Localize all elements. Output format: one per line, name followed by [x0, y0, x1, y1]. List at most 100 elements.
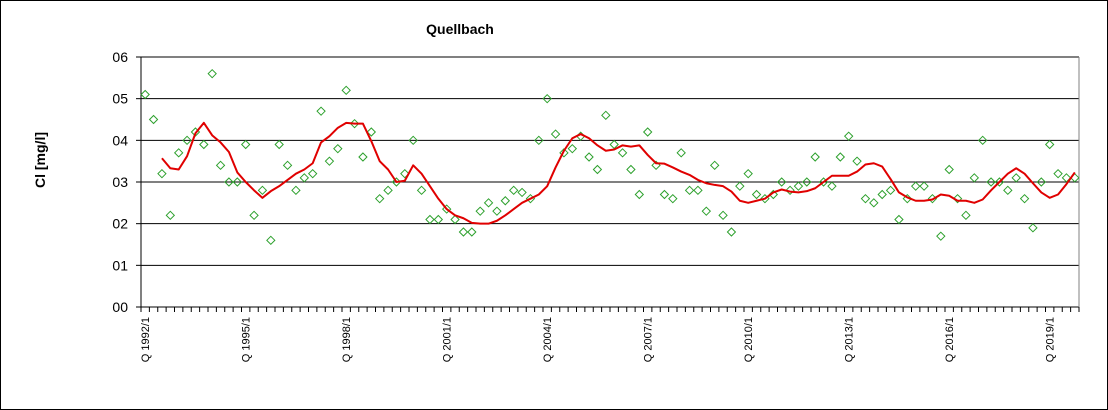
data-point	[693, 185, 703, 196]
data-point	[1019, 193, 1030, 204]
data-point	[416, 185, 427, 196]
x-tick-label: Q 2001/1	[442, 317, 454, 362]
data-point	[349, 118, 360, 129]
data-point	[793, 181, 804, 191]
data-point	[207, 68, 217, 79]
data-point	[1011, 173, 1021, 183]
data-point	[869, 198, 879, 208]
data-point	[542, 93, 552, 104]
data-point	[919, 181, 929, 191]
x-tick-label: Q 2016/1	[944, 317, 956, 362]
data-point	[877, 189, 887, 200]
data-point	[433, 214, 444, 225]
data-point	[885, 185, 896, 196]
data-point	[659, 189, 670, 200]
y-tick-label: 03	[112, 174, 128, 190]
x-tick-label: Q 1995/1	[241, 317, 253, 362]
x-tick-label: Q 1998/1	[341, 317, 353, 362]
x-tick-labels: Q 1992/1 Q 1995/1 Q 1998/1 Q 2001/1 Q 2004/1…	[140, 317, 1057, 362]
data-point	[902, 193, 913, 204]
data-point	[986, 177, 996, 187]
data-point	[215, 160, 226, 171]
data-point	[500, 196, 511, 206]
chart-title: Quellbach	[426, 21, 494, 37]
data-point	[952, 193, 963, 204]
data-point	[467, 227, 477, 237]
data-point	[441, 204, 452, 214]
data-point	[936, 231, 946, 241]
data-point	[827, 181, 837, 191]
data-point	[224, 177, 234, 187]
data-point	[508, 185, 519, 196]
data-point	[810, 152, 820, 162]
data-point	[735, 181, 745, 191]
data-point	[785, 185, 795, 196]
data-point	[249, 210, 259, 221]
data-point	[475, 206, 485, 216]
y-tick-labels: 00 01 02 03 04 05 06	[112, 49, 128, 315]
x-tick-label: Q 2010/1	[743, 317, 755, 362]
data-point	[592, 164, 603, 175]
data-point	[458, 227, 469, 237]
data-point	[173, 148, 184, 158]
x-tick-label: Q 1992/1	[140, 317, 152, 362]
axes	[136, 56, 1080, 312]
data-point	[1036, 177, 1047, 187]
data-point	[182, 135, 192, 146]
data-point	[274, 139, 284, 150]
data-point	[642, 127, 653, 137]
data-point	[860, 193, 871, 204]
y-tick-label: 00	[112, 299, 128, 315]
data-point	[961, 210, 971, 221]
data-point	[199, 139, 209, 150]
data-point	[240, 139, 251, 150]
data-point	[333, 143, 343, 154]
data-point	[726, 227, 737, 237]
data-point	[324, 156, 335, 166]
y-tick-label: 06	[112, 49, 128, 65]
data-point	[709, 160, 720, 171]
data-point	[751, 189, 762, 200]
data-point	[450, 214, 460, 225]
data-point	[684, 185, 695, 196]
data-point	[1053, 168, 1063, 179]
data-point	[165, 210, 176, 221]
data-point	[534, 135, 544, 146]
data-point	[140, 89, 150, 100]
x-tick-label: Q 2004/1	[542, 317, 554, 362]
data-point	[299, 173, 310, 183]
data-point	[701, 206, 712, 216]
data-point	[910, 181, 921, 191]
data-point	[425, 214, 435, 225]
data-point	[517, 187, 527, 198]
data-point	[157, 168, 167, 179]
data-point	[617, 148, 628, 158]
data-point	[676, 148, 686, 158]
data-point	[601, 110, 611, 121]
data-point	[802, 177, 812, 187]
data-point	[483, 198, 494, 208]
y-axis-label: Cl [mg/l]	[32, 132, 48, 188]
data-point	[969, 173, 980, 183]
data-point	[550, 129, 561, 139]
data-point	[232, 177, 243, 187]
data-point	[341, 85, 351, 96]
data-point	[383, 185, 393, 196]
data-point	[894, 214, 904, 225]
y-tick-label: 05	[112, 91, 128, 107]
data-point	[492, 206, 502, 216]
data-point	[374, 193, 385, 204]
data-point	[944, 164, 954, 175]
trend-line	[161, 121, 1076, 225]
x-tick-label: Q 2007/1	[643, 317, 655, 362]
data-point	[843, 131, 854, 141]
data-point	[559, 148, 569, 158]
data-point	[282, 160, 293, 171]
data-point	[668, 193, 678, 204]
data-point	[567, 143, 578, 154]
grid-lines	[141, 56, 1079, 266]
data-point	[316, 106, 326, 116]
data-point	[408, 135, 418, 146]
